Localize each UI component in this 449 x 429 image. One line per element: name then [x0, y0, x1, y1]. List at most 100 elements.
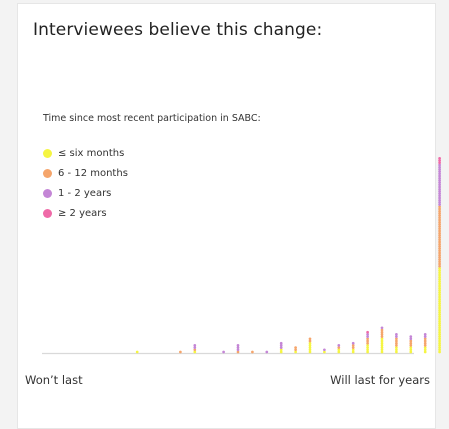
- dot-column: [251, 350, 254, 354]
- data-dot: [438, 322, 441, 325]
- data-dot: [395, 333, 398, 336]
- data-dot: [438, 306, 441, 310]
- data-dot: [351, 348, 355, 352]
- data-dot: [438, 295, 441, 299]
- data-dot: [380, 335, 384, 338]
- data-dot: [438, 267, 441, 270]
- data-dot: [423, 350, 427, 354]
- data-dot: [409, 346, 413, 349]
- data-dot: [438, 181, 441, 184]
- data-dot: [438, 183, 441, 187]
- data-dot: [438, 207, 441, 211]
- data-dot: [409, 344, 413, 347]
- data-dot: [438, 262, 441, 266]
- legend-swatch: [43, 208, 52, 218]
- data-dot: [236, 344, 240, 347]
- data-dot: [366, 344, 369, 347]
- data-dot: [366, 341, 369, 345]
- data-dot: [438, 350, 441, 354]
- data-dot: [423, 341, 427, 345]
- data-dot: [135, 350, 139, 354]
- data-dot: [294, 348, 297, 352]
- data-dot: [438, 317, 441, 321]
- data-dot: [438, 315, 441, 319]
- data-dot: [438, 258, 441, 261]
- chart-card: Interviewees believe this change: Time s…: [17, 3, 436, 429]
- legend-label: 6 - 12 months: [58, 167, 128, 179]
- data-dot: [395, 337, 398, 341]
- data-dot: [236, 350, 240, 354]
- data-dot: [438, 196, 441, 200]
- data-dot: [438, 214, 441, 217]
- dot-column: [323, 348, 326, 354]
- dot-column: [351, 341, 355, 354]
- data-dot: [438, 333, 441, 336]
- data-dot: [438, 275, 441, 279]
- data-dot: [366, 350, 369, 354]
- data-dot: [438, 346, 441, 349]
- data-dot: [438, 245, 441, 248]
- data-dot: [193, 346, 197, 349]
- data-dot: [438, 179, 441, 182]
- data-dot: [395, 339, 398, 343]
- data-dot: [438, 251, 441, 255]
- x-axis-left-label: Won’t last: [25, 373, 83, 387]
- data-dot: [438, 313, 441, 316]
- data-dot: [438, 170, 441, 173]
- data-dot: [438, 284, 441, 288]
- data-dot: [438, 344, 441, 347]
- dot-column: [222, 350, 225, 354]
- data-dot: [438, 273, 441, 277]
- data-dot: [438, 161, 441, 165]
- data-dot: [308, 350, 312, 354]
- data-dot: [438, 172, 441, 176]
- data-dot: [395, 346, 398, 349]
- data-dot: [366, 348, 369, 352]
- data-dot: [423, 337, 427, 341]
- legend-swatch: [43, 148, 52, 158]
- data-dot: [380, 326, 384, 330]
- legend-item: ≤ six months: [43, 143, 128, 163]
- data-dot: [438, 308, 441, 312]
- legend-item: 1 - 2 years: [43, 183, 128, 203]
- data-dot: [438, 159, 441, 162]
- legend-swatch: [43, 168, 52, 178]
- data-dot: [366, 339, 369, 343]
- data-dot: [279, 346, 283, 349]
- legend-item: ≥ 2 years: [43, 203, 128, 223]
- data-dot: [438, 253, 441, 257]
- data-dot: [409, 348, 413, 352]
- data-dot: [265, 350, 269, 354]
- dot-column: [179, 350, 182, 354]
- data-dot: [423, 344, 427, 347]
- data-dot: [438, 348, 441, 352]
- data-dot: [423, 339, 427, 343]
- data-dot: [193, 348, 197, 352]
- data-dot: [438, 163, 441, 167]
- data-dot: [380, 341, 384, 345]
- data-dot: [236, 346, 240, 349]
- data-dot: [409, 339, 413, 343]
- data-dot: [380, 339, 384, 343]
- legend-swatch: [43, 188, 52, 198]
- data-dot: [294, 346, 297, 349]
- data-dot: [337, 348, 341, 352]
- data-dot: [366, 333, 369, 336]
- data-dot: [438, 227, 441, 231]
- data-dot: [308, 346, 312, 349]
- data-dot: [438, 286, 441, 290]
- data-dot: [323, 348, 326, 352]
- dot-column: [236, 344, 240, 354]
- data-dot: [438, 174, 441, 178]
- data-dot: [409, 335, 413, 338]
- data-dot: [438, 256, 441, 259]
- data-dot: [438, 168, 441, 171]
- data-dot: [438, 339, 441, 343]
- data-dot: [438, 176, 441, 180]
- data-dot: [438, 185, 441, 189]
- legend-label: ≤ six months: [58, 147, 125, 159]
- legend-item: 6 - 12 months: [43, 163, 128, 183]
- dot-column: [337, 344, 341, 354]
- legend-label: 1 - 2 years: [58, 187, 112, 199]
- data-dot: [438, 231, 441, 235]
